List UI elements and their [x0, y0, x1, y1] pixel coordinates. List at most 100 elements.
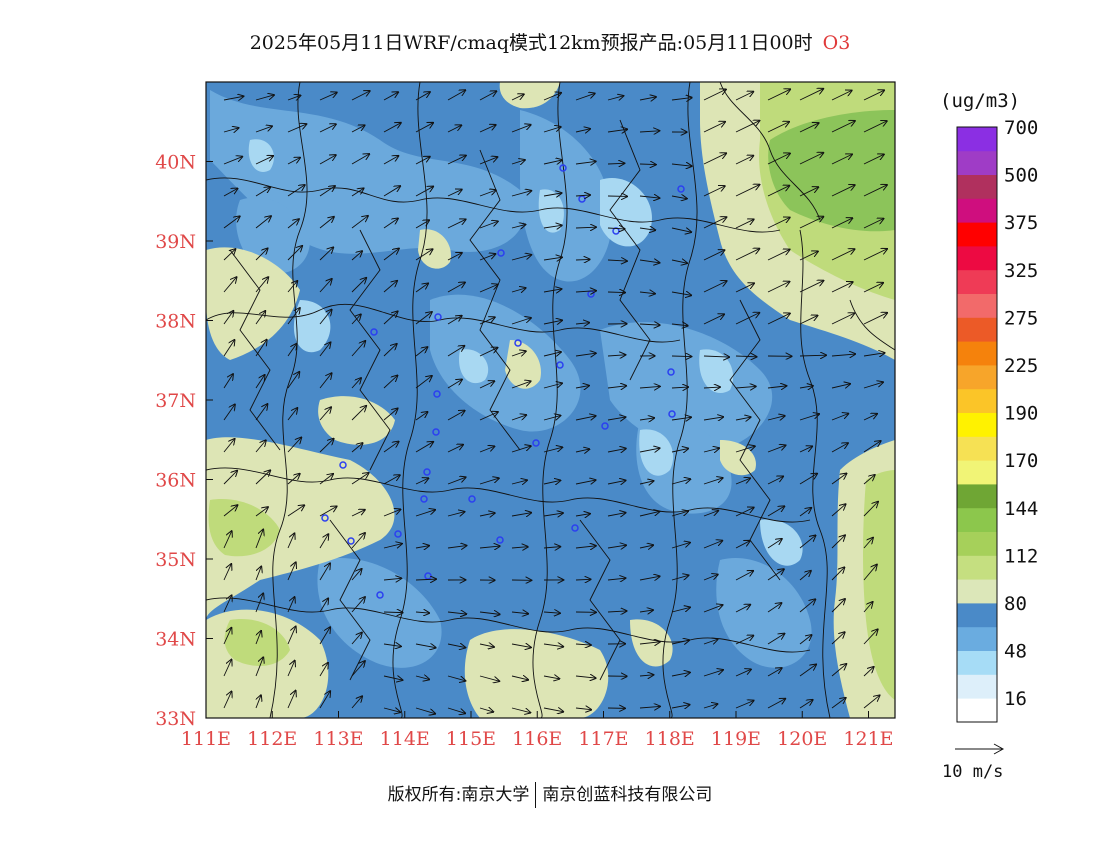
station-marker — [376, 591, 384, 599]
wind-arrow — [287, 281, 297, 293]
ozone-concentration-field — [206, 82, 895, 718]
colorbar-swatch — [957, 246, 997, 271]
wind-arrow — [639, 675, 653, 676]
wind-arrow — [287, 691, 296, 709]
wind-arrow — [255, 277, 268, 293]
wind-arrow — [383, 281, 397, 293]
wind-arrow — [575, 353, 596, 356]
wind-arrow — [319, 439, 334, 453]
wind-arrow — [511, 480, 527, 484]
colorbar-level-label: 48 — [1004, 641, 1027, 663]
wind-arrow — [319, 598, 328, 613]
wind-arrow — [223, 96, 243, 100]
wind-arrow — [639, 324, 660, 325]
wind-arrow — [639, 292, 655, 294]
wind-arrow — [767, 186, 789, 197]
wind-arrow — [735, 156, 753, 165]
wind-arrow — [735, 185, 759, 197]
latitude-axis: 33N 34N 35N 36N 37N 38N 39N 40N — [155, 152, 213, 730]
wind-arrow — [799, 571, 811, 581]
wind-arrow — [415, 347, 427, 357]
wind-arrow — [287, 661, 295, 677]
wind-arrow — [703, 281, 727, 293]
wind-arrow — [671, 479, 690, 485]
wind-arrow — [863, 185, 887, 197]
lon-tick-label: 115E — [446, 728, 496, 750]
wind-arrow — [287, 158, 300, 165]
lat-tick-label: 40N — [155, 152, 196, 174]
colorbar-swatch — [957, 174, 997, 199]
wind-arrow — [735, 446, 755, 453]
wind-arrow — [255, 311, 265, 325]
wind-arrow — [671, 196, 687, 199]
wind-arrow — [863, 382, 883, 389]
wind-arrow — [319, 217, 334, 229]
colorbar-level-label: 275 — [1004, 307, 1038, 329]
wind-arrow — [351, 473, 369, 485]
wind-arrow — [511, 415, 526, 421]
wind-arrow — [607, 386, 626, 388]
copyright-company: 南京创蓝科技有限公司 — [542, 785, 713, 805]
colorbar-swatch — [957, 341, 997, 366]
wind-arrow — [799, 316, 817, 325]
wind-arrow — [703, 122, 725, 133]
station-marker — [668, 410, 676, 418]
longitude-axis: 111E 112E 113E 114E 115E 116E 117E 118E 119E 120E… — [181, 711, 894, 750]
wind-arrow — [383, 475, 400, 485]
wind-arrow — [319, 124, 336, 133]
wind-arrow — [383, 708, 400, 712]
wind-arrow — [319, 279, 332, 293]
wind-arrow — [447, 477, 466, 485]
wind-arrow — [639, 228, 655, 230]
wind-arrow — [287, 185, 305, 197]
wind-arrow — [863, 249, 887, 261]
wind-arrow — [351, 188, 364, 197]
lon-tick-label: 116E — [512, 728, 562, 750]
wind-arrow — [735, 356, 756, 357]
wind-arrow — [383, 156, 398, 165]
wind-arrow — [735, 249, 759, 261]
wind-arrow — [607, 129, 627, 132]
wind-reference-label: 10 m/s — [942, 762, 1004, 782]
wind-arrow — [767, 218, 790, 229]
wind-arrow — [319, 155, 336, 165]
wind-arrow — [575, 291, 596, 292]
footer-divider — [535, 782, 537, 808]
colorbar-level-label: 190 — [1004, 403, 1038, 425]
wind-arrow — [223, 564, 231, 581]
wind-arrow — [767, 506, 784, 517]
lon-tick-label: 118E — [645, 728, 695, 750]
wind-arrow — [447, 644, 465, 648]
wind-arrow — [831, 504, 846, 517]
wind-arrow — [799, 217, 823, 229]
wind-arrow — [703, 639, 718, 644]
wind-arrow — [383, 344, 397, 357]
wind-arrow — [703, 541, 722, 549]
wind-arrow — [863, 502, 878, 517]
wind-arrow — [799, 153, 823, 165]
wind-arrow — [575, 416, 596, 420]
wind-arrow — [511, 707, 530, 713]
wind-arrow — [415, 312, 432, 325]
wind-arrow — [831, 535, 845, 549]
wind-arrow — [543, 225, 562, 228]
wind-arrow — [255, 657, 263, 677]
wind-arrow — [639, 545, 653, 548]
wind-arrow — [767, 89, 790, 101]
wind-arrow — [735, 478, 750, 485]
wind-arrow — [255, 507, 268, 517]
wind-arrow — [415, 442, 433, 453]
wind-arrow — [287, 372, 299, 389]
wind-arrow — [287, 219, 299, 229]
wind-arrow — [831, 474, 846, 485]
wind-arrow — [607, 545, 626, 548]
wind-arrow — [319, 627, 330, 645]
wind-arrow — [607, 163, 624, 164]
wind-arrow — [415, 612, 429, 613]
wind-arrow — [543, 127, 561, 133]
wind-arrow — [287, 246, 302, 261]
lon-tick-label: 119E — [711, 728, 761, 750]
wind-arrow — [511, 255, 531, 261]
wind-arrow — [255, 567, 261, 581]
wind-arrow — [415, 546, 429, 548]
